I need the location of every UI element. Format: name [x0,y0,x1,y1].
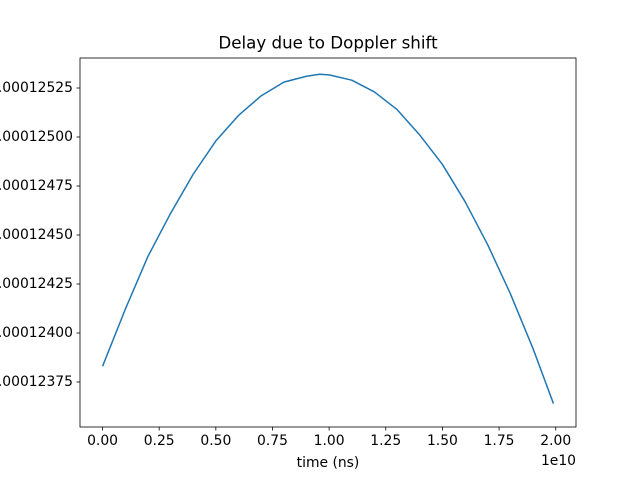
axes-frame [79,57,577,428]
x-tick-label: 2.00 [540,433,571,449]
x-tick-label: 1.00 [314,433,345,449]
y-tick-label: 0.00012525 [0,80,73,96]
x-tick-label: 0.50 [200,433,231,449]
y-tick-label: 0.00012425 [0,276,73,292]
x-tick-label: 1.50 [427,433,458,449]
y-tick-label: 0.00012500 [0,129,73,145]
y-tick-label: 0.00012375 [0,374,73,390]
x-tick-label: 1.75 [484,433,515,449]
chart-title: Delay due to Doppler shift [218,33,438,53]
y-tick-label: 0.00012400 [0,325,73,341]
y-tick-label: 0.00012475 [0,178,73,194]
x-tick-label: 0.00 [87,433,118,449]
x-tick-label: 0.25 [144,433,175,449]
y-tick-label: 0.00012450 [0,227,73,243]
data-line [101,73,555,404]
x-axis-label: time (ns) [297,455,360,471]
x-tick-label: 0.75 [257,433,288,449]
x-tick-label: 1.25 [370,433,401,449]
x-offset-text: 1e10 [541,453,576,469]
